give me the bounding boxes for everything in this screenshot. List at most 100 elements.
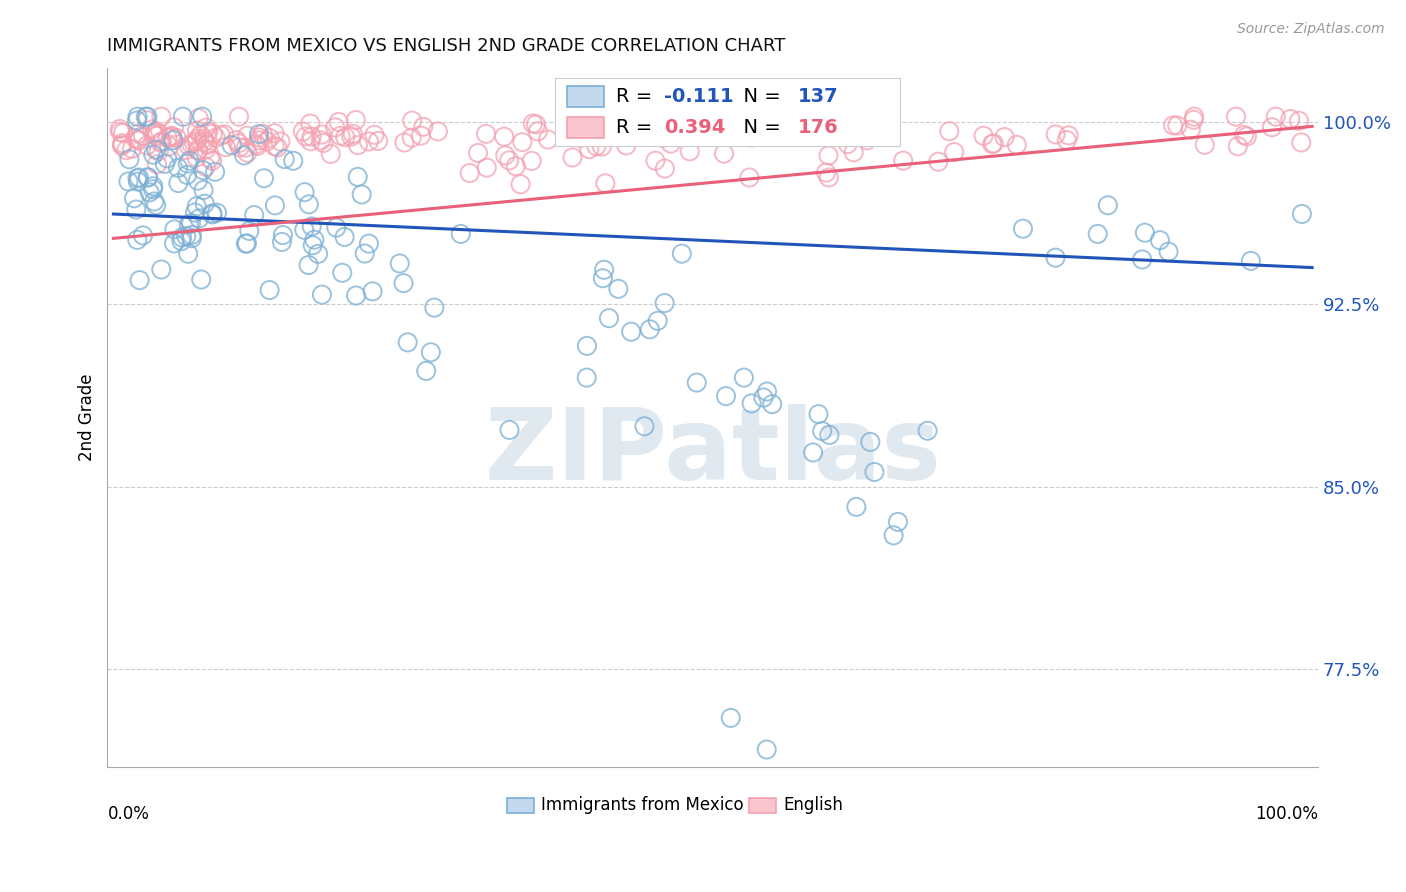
Point — [333, 230, 356, 244]
Point — [291, 124, 314, 138]
Point — [176, 168, 198, 182]
Point — [475, 127, 498, 141]
Point — [522, 116, 544, 130]
Point — [193, 183, 215, 197]
Point — [135, 110, 157, 124]
Text: Source: ZipAtlas.com: Source: ZipAtlas.com — [1237, 22, 1385, 37]
Point — [319, 147, 342, 161]
Point — [233, 148, 256, 162]
Point — [214, 128, 236, 142]
Point — [1180, 122, 1202, 136]
Point — [815, 165, 838, 179]
Point — [419, 345, 441, 359]
Point — [845, 500, 868, 514]
Point — [128, 170, 150, 185]
Point — [569, 131, 592, 145]
Point — [813, 128, 835, 142]
Point — [720, 711, 742, 725]
Y-axis label: 2nd Grade: 2nd Grade — [79, 374, 96, 461]
Point — [614, 138, 637, 153]
Point — [307, 247, 329, 261]
Point — [127, 175, 149, 189]
Point — [298, 197, 321, 211]
Point — [138, 186, 160, 200]
Text: N =: N = — [731, 87, 787, 106]
Point — [730, 119, 752, 133]
Point — [863, 465, 886, 479]
Point — [859, 434, 882, 449]
Bar — [749, 798, 776, 814]
Point — [186, 150, 208, 164]
Point — [148, 144, 170, 158]
Point — [170, 230, 193, 244]
Point — [891, 153, 914, 168]
Point — [142, 147, 165, 161]
Point — [817, 148, 839, 162]
Point — [194, 160, 217, 174]
Point — [201, 207, 224, 221]
Point — [184, 205, 207, 219]
Point — [537, 132, 560, 146]
Point — [294, 185, 316, 199]
Point — [330, 266, 353, 280]
Point — [340, 129, 363, 144]
Point — [575, 370, 598, 384]
Point — [236, 236, 259, 251]
Point — [221, 138, 243, 153]
Point — [927, 154, 949, 169]
Point — [520, 153, 543, 168]
Point — [228, 136, 250, 151]
Point — [136, 138, 159, 153]
Point — [842, 145, 865, 160]
Point — [983, 136, 1005, 151]
Point — [311, 128, 333, 142]
Point — [299, 116, 322, 130]
Point — [1012, 221, 1035, 235]
Point — [193, 135, 215, 149]
Point — [263, 126, 285, 140]
Point — [505, 159, 527, 173]
Point — [193, 131, 215, 145]
Point — [578, 142, 600, 156]
Point — [111, 126, 134, 140]
Point — [868, 123, 890, 137]
Point — [228, 140, 250, 154]
Point — [679, 145, 702, 159]
Point — [136, 170, 159, 185]
Point — [153, 157, 176, 171]
Point — [146, 125, 169, 139]
Point — [259, 131, 281, 145]
Point — [761, 397, 783, 411]
Point — [752, 391, 775, 405]
Point — [117, 174, 139, 188]
Point — [1182, 112, 1205, 127]
Point — [561, 151, 583, 165]
Point — [183, 136, 205, 150]
Point — [118, 153, 141, 167]
Point — [357, 135, 380, 149]
Point — [201, 153, 224, 168]
Point — [426, 124, 449, 138]
Point — [603, 110, 626, 124]
Point — [264, 198, 287, 212]
Point — [1005, 137, 1028, 152]
Point — [671, 246, 693, 260]
Point — [585, 139, 607, 153]
Point — [150, 262, 173, 277]
Point — [311, 287, 333, 301]
Point — [818, 170, 841, 185]
Point — [686, 376, 709, 390]
Point — [301, 238, 323, 252]
Point — [401, 113, 423, 128]
Point — [981, 136, 1004, 151]
Point — [146, 128, 169, 143]
Point — [201, 206, 224, 220]
Point — [195, 137, 218, 152]
Point — [125, 113, 148, 128]
Point — [186, 199, 208, 213]
Point — [149, 136, 172, 150]
Point — [111, 136, 134, 150]
Point — [108, 122, 131, 136]
Point — [388, 256, 411, 270]
Point — [180, 137, 202, 152]
